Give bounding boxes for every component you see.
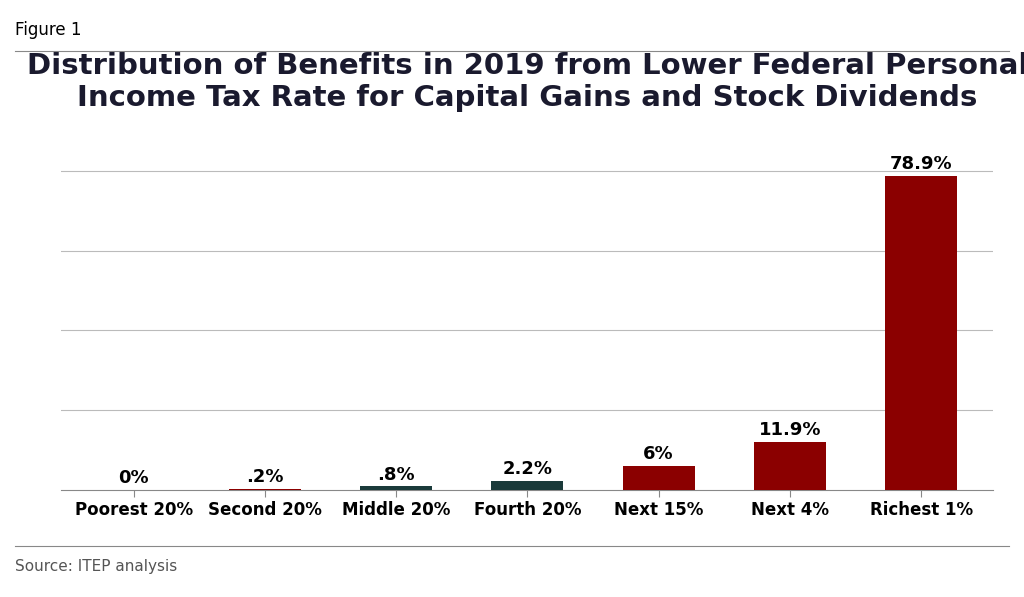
Bar <box>228 489 301 490</box>
Bar <box>885 176 957 490</box>
Text: 6%: 6% <box>643 445 674 463</box>
Text: .2%: .2% <box>246 468 284 486</box>
Text: Figure 1: Figure 1 <box>15 21 82 39</box>
Text: Source: ITEP analysis: Source: ITEP analysis <box>15 559 177 574</box>
Bar <box>623 466 694 490</box>
Bar <box>492 481 563 490</box>
Bar <box>360 487 432 490</box>
Text: 78.9%: 78.9% <box>890 155 952 173</box>
Title: Distribution of Benefits in 2019 from Lower Federal Personal
Income Tax Rate for: Distribution of Benefits in 2019 from Lo… <box>27 52 1024 112</box>
Text: 0%: 0% <box>119 469 148 487</box>
Text: 11.9%: 11.9% <box>759 421 821 439</box>
Bar <box>754 442 826 490</box>
Text: .8%: .8% <box>377 466 415 484</box>
Text: 2.2%: 2.2% <box>503 460 552 478</box>
